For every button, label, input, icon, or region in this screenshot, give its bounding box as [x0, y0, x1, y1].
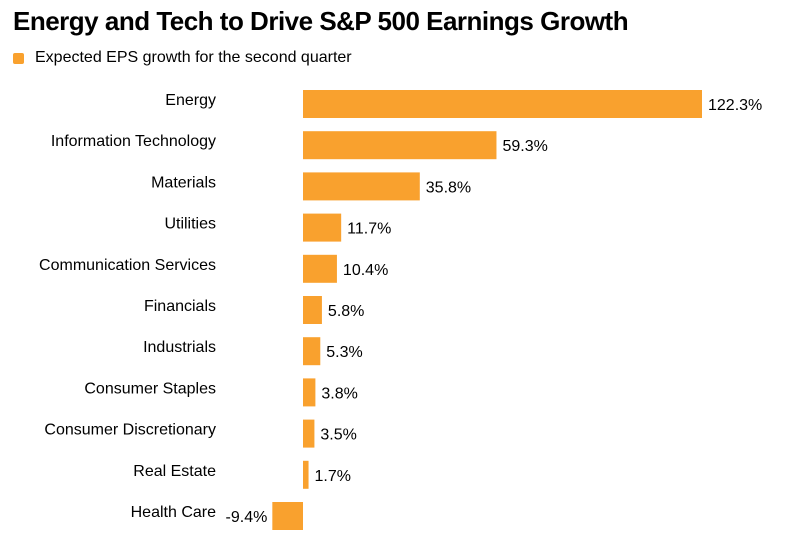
- value-label: 35.8%: [426, 179, 471, 196]
- bar-8: [303, 419, 315, 448]
- bar-0: [303, 90, 702, 118]
- value-label: -9.4%: [226, 509, 268, 526]
- bar-2: [303, 172, 420, 201]
- bar-1: [303, 131, 497, 160]
- bar-3: [303, 213, 342, 242]
- value-label: 122.3%: [708, 97, 762, 114]
- category-label: Consumer Staples: [84, 380, 216, 397]
- value-label: 3.5%: [320, 427, 356, 444]
- bar-6: [303, 337, 321, 366]
- value-label: 59.3%: [502, 138, 547, 155]
- value-label: 11.7%: [347, 221, 391, 238]
- legend: Expected EPS growth for the second quart…: [13, 47, 352, 69]
- bar-7: [303, 378, 316, 407]
- chart-title: Energy and Tech to Drive S&P 500 Earning…: [13, 6, 629, 36]
- bar-4: [303, 254, 337, 283]
- bar-9: [303, 460, 309, 489]
- category-label: Materials: [151, 174, 216, 191]
- category-label: Information Technology: [51, 133, 216, 150]
- value-label: 5.3%: [326, 344, 362, 361]
- category-label: Financials: [144, 298, 216, 315]
- category-label: Energy: [165, 92, 216, 109]
- bar-10: [272, 502, 303, 530]
- legend-swatch: [13, 52, 24, 64]
- category-label: Health Care: [131, 504, 216, 521]
- category-label: Industrials: [143, 339, 216, 356]
- category-label: Consumer Discretionary: [44, 422, 216, 439]
- value-label: 10.4%: [343, 262, 388, 279]
- category-label: Communication Services: [39, 257, 216, 274]
- value-label: 3.8%: [321, 385, 357, 402]
- value-label: 1.7%: [315, 468, 351, 485]
- category-label: Real Estate: [133, 463, 216, 480]
- bar-5: [303, 296, 322, 324]
- legend-label: Expected EPS growth for the second quart…: [35, 49, 352, 66]
- value-label: 5.8%: [328, 303, 364, 320]
- category-label: Utilities: [164, 216, 216, 233]
